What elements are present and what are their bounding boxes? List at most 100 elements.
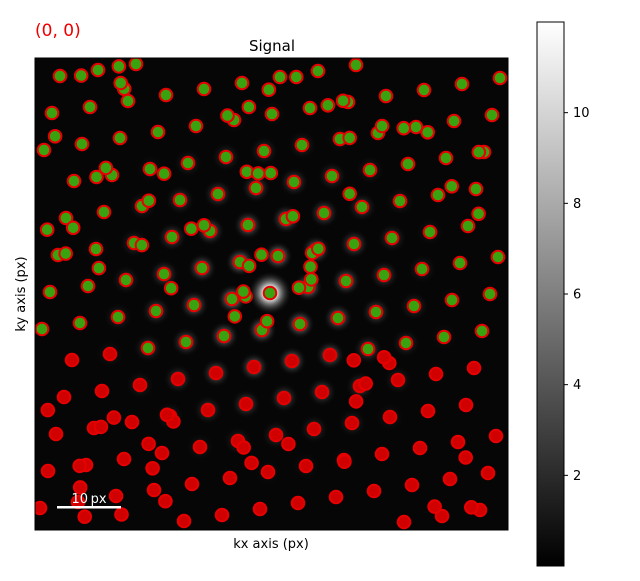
peak-marker xyxy=(450,434,466,450)
peak-marker xyxy=(244,455,259,471)
peak-marker xyxy=(114,507,129,522)
peak-marker xyxy=(474,323,490,339)
central-peak-marker xyxy=(262,285,278,301)
peak-marker xyxy=(35,500,48,516)
peak-marker xyxy=(422,224,438,240)
peak-marker xyxy=(178,334,194,350)
peak-marker xyxy=(184,221,199,236)
peak-marker xyxy=(406,298,422,314)
peak-marker xyxy=(256,143,272,159)
peak-marker xyxy=(154,445,170,461)
peak-marker xyxy=(328,489,344,505)
peak-marker xyxy=(412,440,428,456)
peak-marker xyxy=(322,347,338,363)
peak-marker xyxy=(471,206,486,222)
peak-marker xyxy=(216,328,232,344)
chart-title: Signal xyxy=(249,37,295,55)
peak-marker xyxy=(236,284,251,299)
peak-marker xyxy=(158,87,174,103)
peak-marker xyxy=(354,199,370,215)
peak-marker xyxy=(316,205,332,221)
peak-marker xyxy=(466,360,482,376)
peak-marker xyxy=(285,209,301,224)
peak-marker xyxy=(240,217,256,233)
peak-marker xyxy=(96,204,112,220)
peak-marker xyxy=(398,335,414,351)
peak-marker xyxy=(220,108,235,123)
peak-marker xyxy=(442,471,458,487)
peak-marker xyxy=(163,280,179,296)
peak-marker xyxy=(156,266,172,282)
peak-marker xyxy=(342,130,358,146)
peak-marker xyxy=(248,180,264,196)
peak-marker xyxy=(298,458,314,474)
peak-marker xyxy=(159,407,175,423)
scalebar: 10 px xyxy=(57,492,121,509)
peak-marker xyxy=(90,62,106,78)
peak-marker xyxy=(294,137,310,153)
signal-axes: 10 px xyxy=(34,57,509,531)
peak-marker xyxy=(289,69,304,85)
peak-marker xyxy=(224,291,240,307)
peak-marker xyxy=(65,220,81,236)
peak-marker xyxy=(416,82,432,98)
peak-marker xyxy=(40,463,56,479)
peak-marker xyxy=(444,292,460,308)
peak-marker xyxy=(338,273,354,289)
colorbar-tick-label: 6 xyxy=(573,288,581,303)
peak-marker xyxy=(164,229,180,245)
peak-marker xyxy=(58,246,73,261)
peak-marker xyxy=(42,284,58,300)
peak-marker xyxy=(40,402,56,418)
peak-marker xyxy=(142,161,158,177)
peak-marker xyxy=(346,353,362,368)
peak-marker xyxy=(454,76,470,92)
peak-marker xyxy=(290,495,306,511)
peak-marker xyxy=(286,174,302,190)
peak-marker xyxy=(284,353,300,369)
peak-marker xyxy=(227,309,243,324)
peak-marker xyxy=(263,165,279,181)
peak-marker xyxy=(98,160,114,176)
peak-marker xyxy=(342,186,358,202)
peak-marker xyxy=(88,241,104,257)
peak-marker xyxy=(134,237,150,253)
peak-marker xyxy=(292,316,308,332)
peak-marker xyxy=(241,99,257,115)
peak-marker xyxy=(128,58,144,72)
peak-marker xyxy=(176,513,192,529)
peak-marker xyxy=(48,426,64,442)
peak-marker xyxy=(214,507,230,523)
peak-markers xyxy=(35,58,508,530)
peak-marker xyxy=(44,105,60,121)
peak-marker xyxy=(132,377,148,393)
peak-marker xyxy=(150,124,166,140)
peak-marker xyxy=(348,394,364,409)
peak-marker xyxy=(241,258,257,274)
peak-marker xyxy=(376,267,392,283)
peak-marker xyxy=(47,129,63,144)
scalebar-line xyxy=(57,506,121,509)
peak-marker xyxy=(250,166,266,181)
peak-marker xyxy=(145,461,160,476)
peak-marker xyxy=(238,396,254,412)
scalebar-label: 10 px xyxy=(71,492,106,507)
peak-marker xyxy=(408,119,424,135)
peak-marker xyxy=(93,419,109,435)
peak-marker xyxy=(208,365,224,381)
peak-marker xyxy=(460,218,476,234)
peak-marker xyxy=(272,69,288,85)
peak-marker xyxy=(234,75,250,91)
peak-marker xyxy=(82,99,98,115)
peak-marker xyxy=(320,98,336,113)
peak-marker xyxy=(156,166,172,181)
peak-marker xyxy=(218,149,234,165)
peak-marker xyxy=(446,113,462,129)
peak-marker xyxy=(102,346,118,362)
peak-marker xyxy=(374,446,390,462)
peak-marker xyxy=(146,482,162,498)
peak-marker xyxy=(58,210,74,226)
peak-marker xyxy=(390,372,406,388)
peak-marker xyxy=(324,168,340,184)
